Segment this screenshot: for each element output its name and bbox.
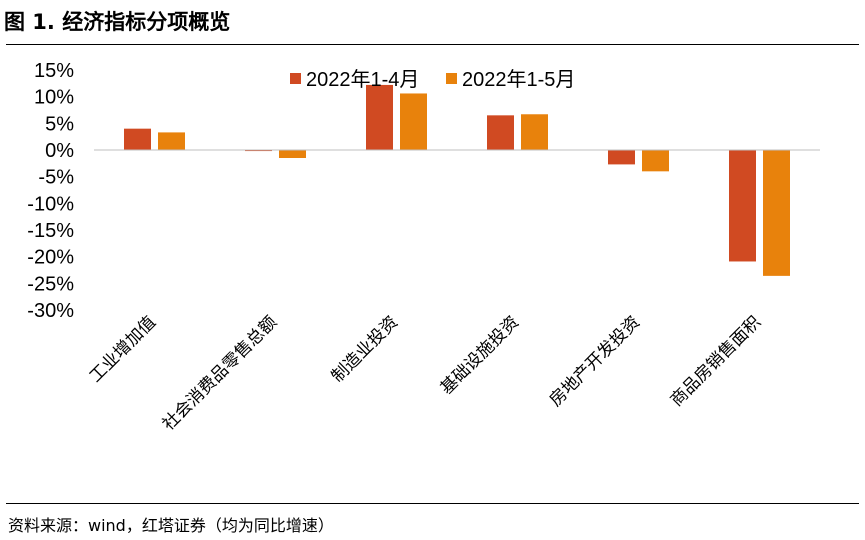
bar-series-1	[729, 150, 756, 262]
y-tick-label: -20%	[27, 247, 74, 269]
category-label: 房地产开发投资	[546, 312, 644, 410]
chart-title: 图 1. 经济指标分项概览	[4, 10, 231, 34]
y-axis-ticks: 15% 10% 5% 0% -5% -10% -15% -20% -25% -30%	[27, 60, 74, 322]
legend-swatch	[290, 73, 301, 84]
category-label: 社会消费品零售总额	[159, 312, 281, 434]
bars	[124, 84, 790, 276]
bar-series-2	[521, 114, 548, 150]
y-tick-label: -30%	[27, 300, 74, 322]
category-label: 基础设施投资	[437, 312, 523, 398]
y-tick-label: 15%	[34, 60, 74, 82]
bar-series-2	[279, 150, 306, 158]
legend: 2022年1-4月 2022年1-5月	[290, 68, 575, 91]
y-tick-label: 10%	[34, 87, 74, 109]
category-label: 制造业投资	[328, 312, 402, 386]
bar-series-1	[124, 128, 151, 150]
y-tick-label: -15%	[27, 220, 74, 242]
bottom-rule	[6, 503, 859, 504]
bar-series-2	[158, 132, 185, 150]
legend-swatch	[446, 73, 457, 84]
legend-label: 2022年1-5月	[462, 68, 575, 91]
bar-series-2	[642, 150, 669, 172]
bar-series-1	[245, 150, 272, 152]
legend-label: 2022年1-4月	[306, 68, 419, 91]
category-label: 商品房销售面积	[667, 312, 765, 410]
bar-series-1	[487, 115, 514, 150]
y-tick-label: -10%	[27, 193, 74, 215]
bar-series-2	[763, 150, 790, 276]
bar-series-2	[400, 93, 427, 150]
top-rule	[6, 44, 859, 45]
y-tick-label: 5%	[45, 113, 74, 135]
y-tick-label: -25%	[27, 273, 74, 295]
bar-series-1	[366, 84, 393, 150]
source-note: 资料来源：wind，红塔证券（均为同比增速）	[8, 516, 334, 535]
category-label: 工业增加值	[86, 312, 160, 386]
y-tick-label: 0%	[45, 140, 74, 162]
bar-chart: 15% 10% 5% 0% -5% -10% -15% -20% -25% -30% 工业增加值社…	[27, 60, 820, 435]
bar-series-1	[608, 150, 635, 165]
y-tick-label: -5%	[38, 167, 74, 189]
